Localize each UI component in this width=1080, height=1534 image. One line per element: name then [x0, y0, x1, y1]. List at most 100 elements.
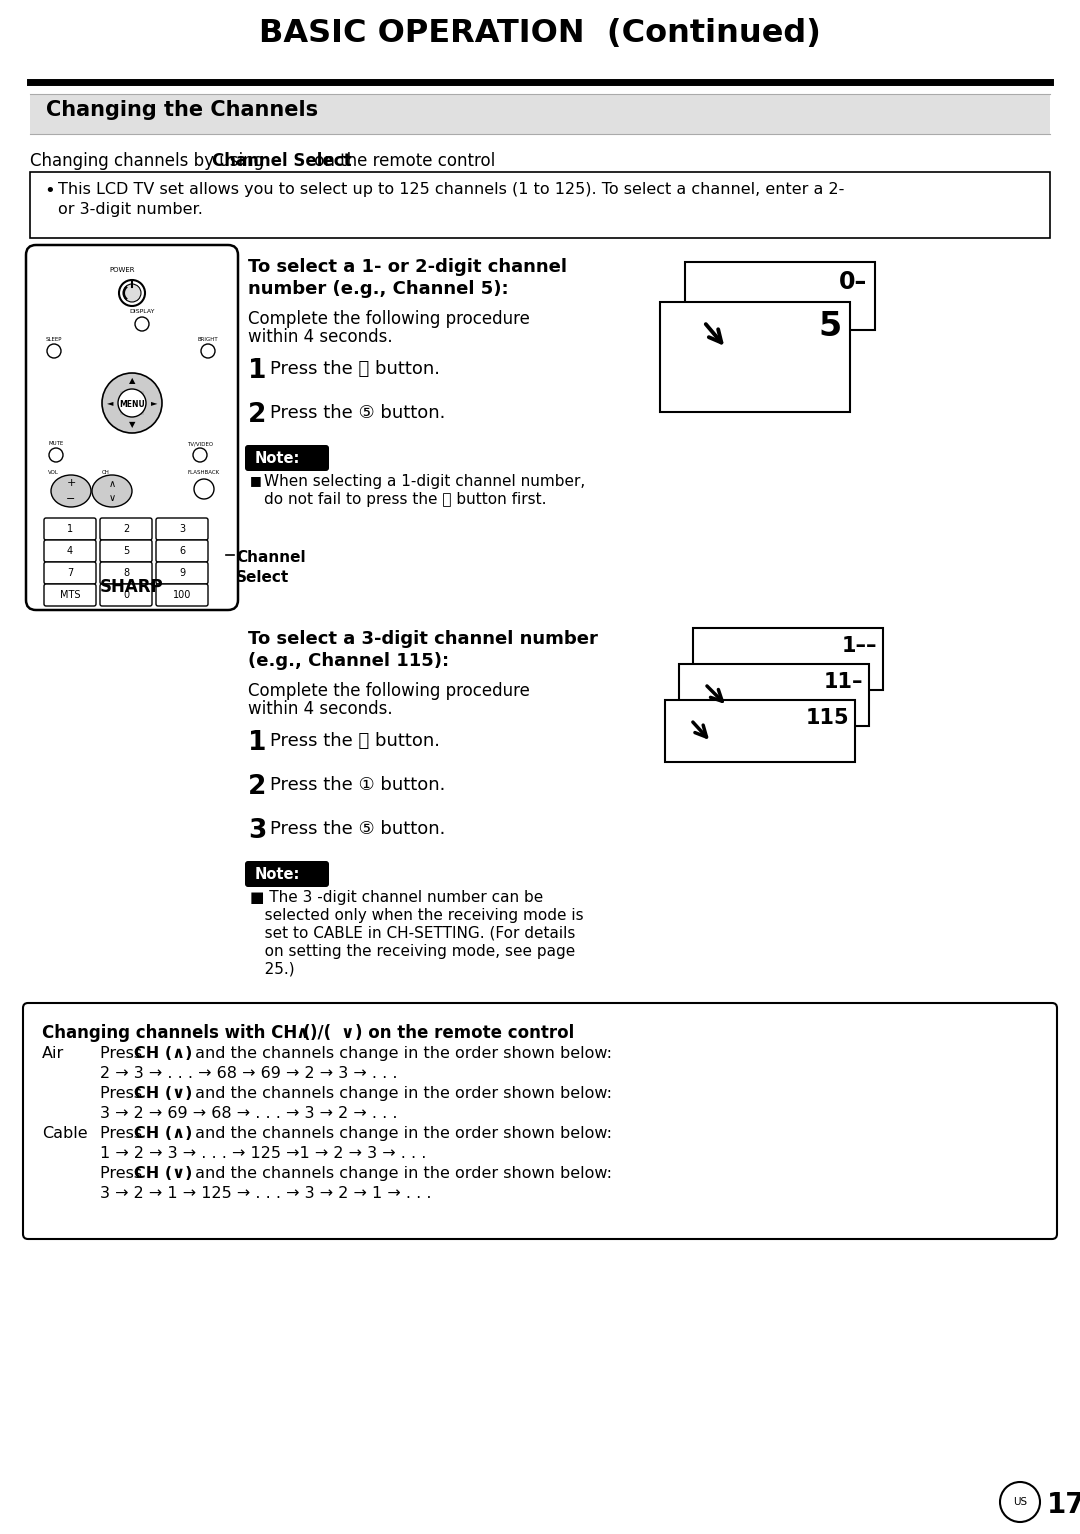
- Text: 17: 17: [1047, 1491, 1080, 1519]
- Text: BASIC OPERATION  (Continued): BASIC OPERATION (Continued): [259, 18, 821, 49]
- Text: ∧: ∧: [108, 479, 116, 489]
- Text: Channel: Channel: [237, 551, 306, 565]
- FancyBboxPatch shape: [660, 302, 850, 413]
- Text: 5: 5: [819, 310, 842, 344]
- FancyBboxPatch shape: [23, 1003, 1057, 1239]
- Text: MUTE: MUTE: [49, 440, 64, 446]
- FancyBboxPatch shape: [679, 664, 869, 726]
- FancyBboxPatch shape: [685, 262, 875, 330]
- Text: −: −: [66, 494, 76, 505]
- Text: •: •: [44, 183, 55, 199]
- FancyBboxPatch shape: [120, 391, 144, 416]
- FancyBboxPatch shape: [100, 584, 152, 606]
- Text: Press: Press: [100, 1086, 147, 1101]
- Text: number (e.g., Channel 5):: number (e.g., Channel 5):: [248, 281, 509, 298]
- Text: POWER: POWER: [109, 267, 135, 273]
- Text: 3: 3: [179, 525, 185, 534]
- Text: CH (∧): CH (∧): [134, 1046, 192, 1062]
- Text: 3: 3: [248, 818, 267, 844]
- Text: Channel Select: Channel Select: [212, 152, 352, 170]
- Text: )/(: )/(: [310, 1025, 337, 1042]
- Text: 1––: 1––: [841, 637, 877, 657]
- Text: SHARP: SHARP: [100, 578, 164, 597]
- FancyBboxPatch shape: [665, 700, 855, 762]
- Text: and the channels change in the order shown below:: and the channels change in the order sho…: [190, 1086, 612, 1101]
- Text: 8: 8: [123, 568, 130, 578]
- Text: 0: 0: [123, 591, 130, 600]
- Text: DISPLAY: DISPLAY: [130, 308, 154, 314]
- FancyBboxPatch shape: [100, 540, 152, 561]
- Text: 2: 2: [248, 775, 267, 801]
- Ellipse shape: [92, 476, 132, 508]
- Text: and the channels change in the order shown below:: and the channels change in the order sho…: [190, 1126, 612, 1141]
- Text: Note:: Note:: [255, 451, 300, 466]
- FancyBboxPatch shape: [44, 518, 96, 540]
- Text: 1: 1: [248, 357, 267, 384]
- Text: on setting the receiving mode, see page: on setting the receiving mode, see page: [249, 943, 576, 959]
- FancyBboxPatch shape: [156, 518, 208, 540]
- Text: within 4 seconds.: within 4 seconds.: [248, 700, 393, 718]
- Text: Changing channels by using: Changing channels by using: [30, 152, 269, 170]
- Text: 0–: 0–: [839, 270, 867, 295]
- Text: 5: 5: [123, 546, 130, 555]
- Text: 6: 6: [179, 546, 185, 555]
- Text: BRIGHT: BRIGHT: [198, 337, 218, 342]
- FancyBboxPatch shape: [693, 627, 883, 690]
- FancyBboxPatch shape: [156, 584, 208, 606]
- Text: 3 → 2 → 1 → 125 → . . . → 3 → 2 → 1 → . . .: 3 → 2 → 1 → 125 → . . . → 3 → 2 → 1 → . …: [100, 1186, 432, 1201]
- Text: Press: Press: [100, 1166, 147, 1181]
- FancyBboxPatch shape: [248, 448, 326, 468]
- Circle shape: [201, 344, 215, 357]
- Text: Press the ⓪ button.: Press the ⓪ button.: [270, 360, 440, 377]
- Text: To select a 3-digit channel number: To select a 3-digit channel number: [248, 630, 598, 647]
- Text: 2: 2: [248, 402, 267, 428]
- Circle shape: [48, 344, 60, 357]
- Text: selected only when the receiving mode is: selected only when the receiving mode is: [249, 908, 583, 923]
- Text: ■ The 3 -digit channel number can be: ■ The 3 -digit channel number can be: [249, 890, 543, 905]
- Text: ) on the remote control: ) on the remote control: [355, 1025, 575, 1042]
- FancyBboxPatch shape: [245, 445, 329, 471]
- FancyBboxPatch shape: [44, 561, 96, 584]
- Circle shape: [194, 479, 214, 499]
- Text: Press the ① button.: Press the ① button.: [270, 776, 445, 795]
- Text: MTS: MTS: [59, 591, 80, 600]
- Text: Press the ⑤ button.: Press the ⑤ button.: [270, 403, 445, 422]
- FancyBboxPatch shape: [44, 540, 96, 561]
- Text: +: +: [66, 479, 76, 488]
- Text: 1 → 2 → 3 → . . . → 125 →1 → 2 → 3 → . . .: 1 → 2 → 3 → . . . → 125 →1 → 2 → 3 → . .…: [100, 1146, 427, 1161]
- FancyBboxPatch shape: [30, 172, 1050, 238]
- Text: To select a 1- or 2-digit channel: To select a 1- or 2-digit channel: [248, 258, 567, 276]
- Text: Changing channels with CH (: Changing channels with CH (: [42, 1025, 311, 1042]
- Text: 115: 115: [806, 709, 849, 729]
- Text: ∧: ∧: [295, 1025, 309, 1042]
- Text: and the channels change in the order shown below:: and the channels change in the order sho…: [190, 1046, 612, 1062]
- Text: Changing the Channels: Changing the Channels: [46, 100, 319, 120]
- Text: CH: CH: [103, 469, 110, 476]
- Circle shape: [49, 448, 63, 462]
- Text: CH (∧): CH (∧): [134, 1126, 192, 1141]
- Text: 3 → 2 → 69 → 68 → . . . → 3 → 2 → . . .: 3 → 2 → 69 → 68 → . . . → 3 → 2 → . . .: [100, 1106, 397, 1121]
- Text: VOL: VOL: [48, 469, 59, 476]
- Text: and the channels change in the order shown below:: and the channels change in the order sho…: [190, 1166, 612, 1181]
- Circle shape: [119, 281, 145, 305]
- Text: do not fail to press the ⓪ button first.: do not fail to press the ⓪ button first.: [264, 492, 546, 508]
- FancyBboxPatch shape: [100, 518, 152, 540]
- Text: 9: 9: [179, 568, 185, 578]
- Text: Cable: Cable: [42, 1126, 87, 1141]
- Text: 11–: 11–: [824, 672, 863, 692]
- Text: CH (∨): CH (∨): [134, 1086, 192, 1101]
- Text: Select: Select: [237, 571, 289, 584]
- Text: Note:: Note:: [255, 867, 300, 882]
- Text: ■: ■: [249, 474, 261, 486]
- Circle shape: [135, 318, 149, 331]
- Text: 25.): 25.): [249, 962, 295, 977]
- Circle shape: [123, 284, 141, 302]
- FancyBboxPatch shape: [245, 861, 329, 887]
- Text: This LCD TV set allows you to select up to 125 channels (1 to 125). To select a : This LCD TV set allows you to select up …: [58, 183, 845, 196]
- Text: Complete the following procedure: Complete the following procedure: [248, 683, 530, 700]
- Text: Press: Press: [100, 1126, 147, 1141]
- Text: or 3-digit number.: or 3-digit number.: [58, 202, 203, 216]
- Text: ∨: ∨: [340, 1025, 353, 1042]
- FancyBboxPatch shape: [30, 94, 1050, 133]
- Text: 1: 1: [248, 730, 267, 756]
